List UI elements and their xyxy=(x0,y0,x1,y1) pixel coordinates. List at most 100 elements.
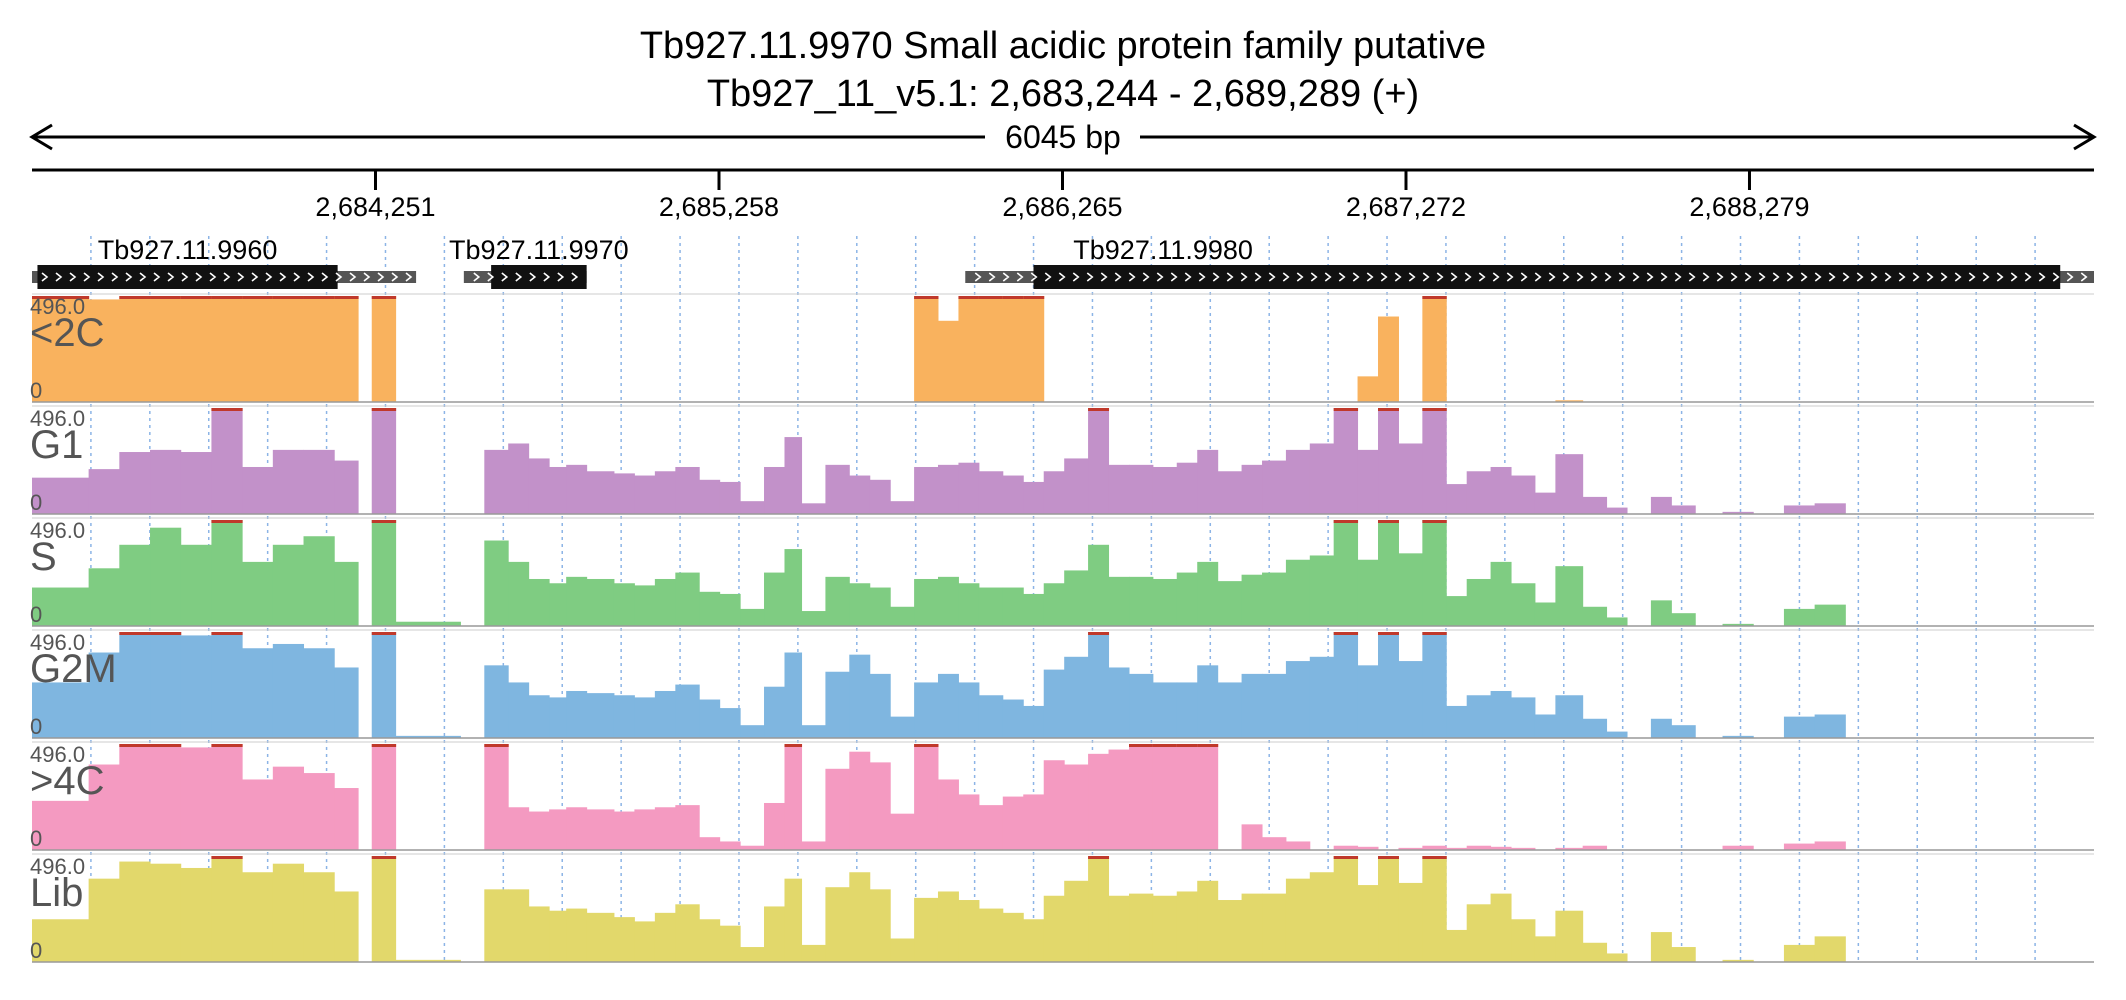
bin-1-41 xyxy=(1064,458,1089,514)
bin-1-54 xyxy=(1357,449,1379,514)
clip-marker-5-57 xyxy=(1422,856,1447,859)
bin-3-51 xyxy=(1285,661,1311,738)
bin-1-57 xyxy=(1422,408,1447,514)
track-name-2: S xyxy=(30,535,57,579)
bin-1-34 xyxy=(914,466,939,514)
bin-5-29 xyxy=(801,944,826,962)
bin-3-20 xyxy=(613,695,635,738)
bin-0-36 xyxy=(958,296,980,402)
bin-2-65 xyxy=(1606,617,1628,626)
bin-0-34 xyxy=(914,296,939,402)
bin-2-33 xyxy=(890,606,915,626)
bin-4-17 xyxy=(549,809,567,850)
bin-1-73 xyxy=(1814,503,1846,514)
track-name-1: G1 xyxy=(30,423,83,467)
bin-5-72 xyxy=(1783,944,1816,962)
bin-5-12 xyxy=(395,959,461,962)
bin-2-0 xyxy=(32,587,90,626)
bin-4-29 xyxy=(801,841,826,850)
bin-5-49 xyxy=(1241,893,1263,962)
track-ymin-5: 0 xyxy=(30,938,42,963)
bin-2-35 xyxy=(937,576,959,626)
bin-3-11 xyxy=(371,632,397,738)
bin-1-67 xyxy=(1650,496,1672,514)
clip-marker-4-47 xyxy=(1197,744,1219,747)
track-ymin-1: 0 xyxy=(30,490,42,515)
bin-1-22 xyxy=(654,471,676,514)
bin-4-7 xyxy=(272,766,305,850)
bin-2-73 xyxy=(1814,604,1846,626)
clip-marker-0-7 xyxy=(272,296,305,299)
track-ymin-3: 0 xyxy=(30,714,42,739)
bin-3-60 xyxy=(1490,690,1512,738)
bin-4-5 xyxy=(211,744,243,850)
bin-5-65 xyxy=(1606,953,1628,962)
clip-marker-0-4 xyxy=(180,296,212,299)
bin-5-62 xyxy=(1534,936,1556,962)
bin-3-73 xyxy=(1814,714,1846,738)
bin-1-17 xyxy=(549,466,567,514)
bin-3-8 xyxy=(303,648,335,738)
bin-5-32 xyxy=(869,889,891,962)
track-3: 496.0 0 G2M xyxy=(30,629,2094,739)
bin-0-8 xyxy=(303,296,335,402)
bin-3-68 xyxy=(1671,725,1696,738)
clip-marker-0-36 xyxy=(958,296,980,299)
bin-2-49 xyxy=(1241,574,1263,626)
bin-4-70 xyxy=(1722,845,1754,850)
bin-4-43 xyxy=(1108,749,1130,850)
bin-4-41 xyxy=(1064,764,1089,850)
clip-marker-0-38 xyxy=(1002,296,1024,299)
bin-1-70 xyxy=(1722,511,1754,514)
bin-1-3 xyxy=(150,449,182,514)
bin-3-17 xyxy=(549,697,567,738)
bin-5-34 xyxy=(914,897,939,962)
bin-1-64 xyxy=(1582,496,1608,514)
bin-3-57 xyxy=(1422,632,1447,738)
bin-5-57 xyxy=(1422,856,1447,962)
track-ymin-0: 0 xyxy=(30,378,42,403)
bin-1-28 xyxy=(784,437,803,514)
bin-3-40 xyxy=(1043,669,1065,738)
bin-5-9 xyxy=(334,891,359,962)
clip-marker-5-42 xyxy=(1088,856,1110,859)
bin-4-27 xyxy=(764,802,785,850)
bin-3-7 xyxy=(272,643,305,738)
clip-marker-5-5 xyxy=(211,856,243,859)
gene-label-0: Tb927.11.9960 xyxy=(98,235,278,265)
bin-3-0 xyxy=(32,682,90,738)
bin-5-46 xyxy=(1176,891,1198,962)
bin-2-6 xyxy=(242,561,274,626)
bin-3-19 xyxy=(586,693,615,738)
bin-5-8 xyxy=(303,872,335,962)
bin-1-37 xyxy=(978,471,1004,514)
bin-1-63 xyxy=(1555,454,1584,514)
bin-2-54 xyxy=(1357,559,1379,626)
bin-5-55 xyxy=(1378,856,1399,962)
bin-1-55 xyxy=(1378,408,1399,514)
bin-3-48 xyxy=(1217,682,1243,738)
bin-0-1 xyxy=(88,299,120,402)
bin-4-15 xyxy=(508,807,530,850)
bin-1-9 xyxy=(334,460,359,514)
clip-marker-3-5 xyxy=(211,632,243,635)
bin-3-38 xyxy=(1002,699,1024,738)
bin-2-15 xyxy=(508,561,530,626)
bin-4-51 xyxy=(1285,841,1311,850)
bin-2-2 xyxy=(119,544,151,626)
span-indicator: 6045 bp xyxy=(29,119,2097,155)
bin-3-27 xyxy=(764,686,785,738)
bin-2-57 xyxy=(1422,520,1447,626)
bin-5-73 xyxy=(1814,936,1846,962)
bin-5-64 xyxy=(1582,942,1608,962)
bin-2-68 xyxy=(1671,613,1696,626)
bin-1-68 xyxy=(1671,505,1696,514)
bin-4-73 xyxy=(1814,841,1846,850)
bin-5-67 xyxy=(1650,932,1672,962)
bin-1-1 xyxy=(88,469,120,514)
bin-2-63 xyxy=(1555,566,1584,626)
bin-0-5 xyxy=(211,296,243,402)
bin-5-19 xyxy=(586,912,615,962)
bin-3-47 xyxy=(1197,665,1219,738)
bin-5-48 xyxy=(1217,900,1243,962)
